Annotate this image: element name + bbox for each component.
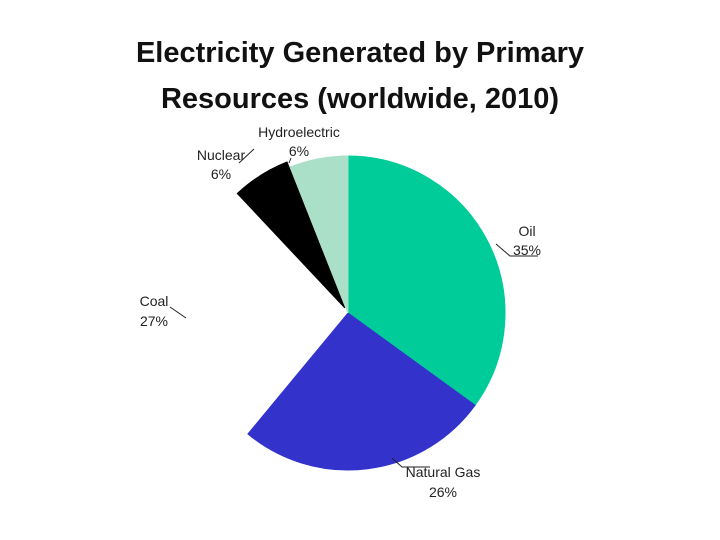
- chart-title-line-2: Resources (worldwide, 2010): [160, 83, 560, 115]
- slice-label-oil: Oil 35%: [513, 223, 541, 258]
- chart-title-line-1: Electricity Generated by Primary: [135, 37, 585, 69]
- label-leader-lines: [169, 148, 538, 468]
- pie-slices: [184, 155, 506, 471]
- slice-label-natural-gas-name: Natural Gas: [406, 464, 481, 480]
- leader-line-nuclear: [238, 148, 255, 164]
- chart-title: Electricity Generated by Primary Resourc…: [0, 30, 720, 122]
- slice-label-natural-gas: Natural Gas 26%: [406, 464, 481, 500]
- slice-label-natural-gas-percent: 26%: [429, 484, 457, 500]
- pie-slice-oil: [347, 155, 506, 406]
- pie-slice-natural-gas: [247, 312, 476, 471]
- pie-slice-coal: [184, 198, 343, 435]
- slice-label-oil-name: Oil: [518, 223, 535, 239]
- slice-label-oil-percent: 35%: [513, 242, 541, 258]
- slice-label-nuclear-percent: 6%: [211, 166, 231, 182]
- slice-label-coal: Coal 27%: [140, 293, 169, 329]
- pie-slice-hydroelectric: [289, 155, 349, 314]
- leader-line-oil: [495, 243, 538, 257]
- slice-label-coal-percent: 27%: [140, 313, 168, 329]
- slice-label-nuclear-name: Nuclear: [197, 147, 246, 163]
- slice-label-nuclear: Nuclear 6%: [197, 147, 246, 182]
- leader-line-coal: [169, 306, 187, 319]
- leader-line-natural-gas: [391, 457, 430, 468]
- slice-label-hydroelectric-percent: 6%: [289, 143, 309, 159]
- slice-label-coal-name: Coal: [140, 293, 169, 309]
- pie-slice-nuclear: [236, 161, 346, 309]
- slice-label-hydroelectric: Hydroelectric 6%: [258, 124, 340, 159]
- leader-line-hydroelectric: [288, 157, 292, 164]
- slice-label-hydroelectric-name: Hydroelectric: [258, 124, 340, 140]
